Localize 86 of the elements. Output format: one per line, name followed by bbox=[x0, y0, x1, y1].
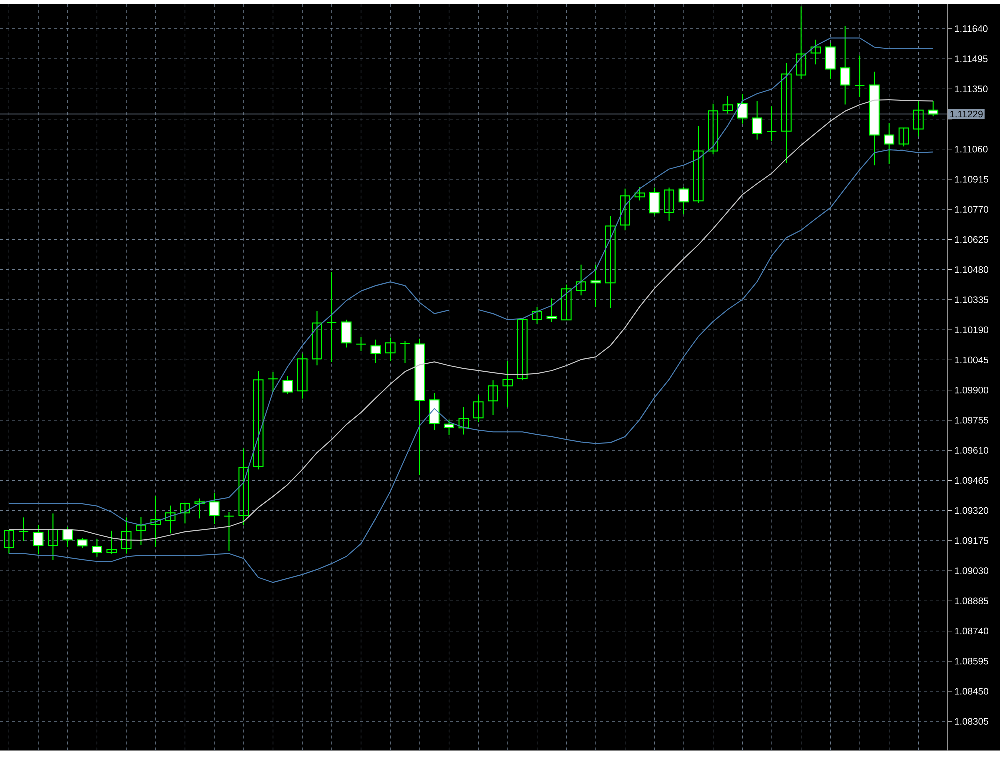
y-tick-label: 1.10190 bbox=[955, 326, 989, 334]
candlestick bbox=[649, 188, 660, 216]
candlestick bbox=[561, 284, 572, 321]
y-tick-label: 1.09755 bbox=[955, 417, 988, 424]
candlestick bbox=[312, 310, 322, 366]
candlestick bbox=[385, 337, 396, 362]
candlestick bbox=[209, 492, 220, 526]
candlestick bbox=[268, 372, 278, 393]
candlestick bbox=[590, 264, 602, 308]
candlestick bbox=[77, 538, 88, 550]
y-tick-label: 1.09610 bbox=[955, 447, 989, 454]
candlestick bbox=[4, 530, 14, 555]
y-tick-label: 1.10335 bbox=[955, 296, 988, 304]
candlestick bbox=[766, 106, 778, 142]
candlestick bbox=[341, 320, 352, 348]
candlestick bbox=[165, 506, 176, 534]
candlestick bbox=[781, 62, 792, 164]
candlestick bbox=[180, 504, 190, 524]
candlestick bbox=[121, 517, 132, 555]
candlestick bbox=[898, 128, 910, 148]
candlestick bbox=[62, 526, 74, 548]
y-tick-label: 1.10915 bbox=[955, 176, 988, 184]
candlestick bbox=[546, 298, 558, 323]
candlestick bbox=[914, 101, 924, 138]
candlestick bbox=[194, 498, 206, 520]
candlestick bbox=[605, 216, 616, 309]
candlestick bbox=[33, 525, 44, 556]
y-tick-label: 1.08740 bbox=[955, 628, 989, 635]
candlestick bbox=[429, 392, 440, 432]
candlestick bbox=[18, 517, 30, 542]
candlestick bbox=[473, 395, 484, 423]
y-tick-label: 1.11640 bbox=[955, 26, 988, 32]
candlestick bbox=[678, 186, 690, 216]
candlestick bbox=[722, 96, 734, 115]
candlestick bbox=[48, 513, 58, 562]
candlestick bbox=[370, 340, 382, 364]
y-tick-label: 1.09465 bbox=[955, 478, 988, 484]
candlestick bbox=[708, 104, 719, 156]
y-tick-label: 1.08305 bbox=[955, 718, 988, 726]
candlestick bbox=[576, 264, 586, 296]
candlestick bbox=[532, 306, 542, 326]
candlestick bbox=[928, 100, 939, 118]
candlestick bbox=[664, 188, 675, 222]
candlestick bbox=[136, 516, 146, 546]
candlestick bbox=[825, 42, 836, 80]
y-tick-label: 1.11495 bbox=[955, 56, 988, 63]
candlestick bbox=[502, 360, 514, 408]
candlestick bbox=[92, 539, 102, 558]
candlestick bbox=[840, 26, 851, 106]
y-tick-label: 1.08595 bbox=[955, 658, 988, 665]
y-tick-label: 1.09030 bbox=[955, 568, 989, 575]
y-tick-label: 1.09900 bbox=[955, 387, 989, 394]
candlestick bbox=[253, 370, 264, 470]
candlestick bbox=[238, 448, 250, 526]
y-tick-label: 1.10480 bbox=[955, 266, 989, 274]
candlestick bbox=[356, 336, 366, 352]
candlestick bbox=[488, 380, 498, 416]
candlestick bbox=[282, 376, 294, 396]
candlestick bbox=[106, 530, 118, 556]
candlestick bbox=[620, 188, 631, 232]
candlestick bbox=[854, 55, 866, 98]
candlestick bbox=[693, 126, 704, 204]
candlestick bbox=[634, 186, 646, 202]
candlestick bbox=[796, 6, 807, 80]
candlestick bbox=[737, 94, 748, 125]
candlestick bbox=[400, 340, 410, 364]
y-tick-label: 1.08450 bbox=[955, 688, 989, 696]
y-tick-label: 1.10045 bbox=[955, 357, 988, 364]
candlestick bbox=[884, 122, 895, 166]
y-tick-label: 1.11350 bbox=[955, 86, 988, 93]
candlestick bbox=[150, 496, 162, 548]
candlestick bbox=[297, 353, 308, 400]
candlestick bbox=[752, 100, 763, 141]
y-tick-label: 1.09320 bbox=[955, 508, 989, 514]
candlestick bbox=[224, 512, 234, 552]
candlestick bbox=[517, 320, 528, 382]
y-tick-label: 1.11060 bbox=[955, 146, 988, 153]
candlestick bbox=[326, 272, 338, 364]
y-tick-label: 1.09175 bbox=[955, 538, 988, 544]
candlestick bbox=[810, 40, 822, 66]
y-tick-label: 1.10770 bbox=[955, 206, 989, 214]
y-tick-label: 1.10625 bbox=[955, 236, 988, 244]
y-tick-label: 1.08885 bbox=[955, 598, 988, 605]
ref-line-label: 1.11229 bbox=[950, 111, 983, 118]
candlestick bbox=[444, 420, 454, 436]
candlestick bbox=[458, 406, 470, 436]
